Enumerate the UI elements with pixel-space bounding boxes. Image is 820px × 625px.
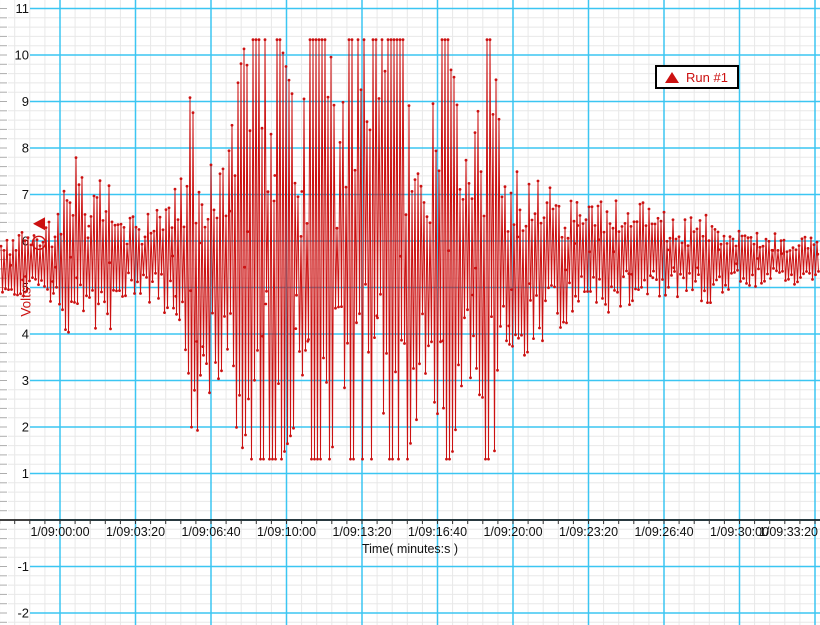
x-tick-label: 1/09:06:40 (181, 525, 240, 539)
legend-label: Run #1 (686, 69, 728, 85)
y-tick-label: 5 (22, 280, 29, 295)
axis-marker-triangle-icon[interactable] (33, 217, 45, 231)
y-tick-labels: -2-11234567891011 (15, 1, 29, 621)
y-tick-label: -1 (17, 559, 29, 574)
legend[interactable]: Run #1 (655, 65, 739, 89)
y-tick-label: 11 (16, 1, 30, 16)
x-tick-label: 1/09:23:20 (559, 525, 618, 539)
x-tick-label: 1/09:03:20 (106, 525, 165, 539)
y-tick-label: 8 (22, 141, 29, 156)
y-tick-label: 7 (22, 187, 29, 202)
y-tick-label: 9 (22, 94, 29, 109)
x-tick-label: 1/09:16:40 (408, 525, 467, 539)
run-triangle-icon (665, 71, 679, 83)
y-tick-label: 4 (22, 327, 29, 342)
x-tick-label: 1/09:13:20 (332, 525, 391, 539)
x-axis-title[interactable]: Time( minutes:s ) (361, 542, 459, 556)
waveform-trace[interactable] (0, 38, 820, 461)
point-highlight-circle (31, 235, 47, 251)
y-tick-label: 2 (22, 420, 29, 435)
x-axis (0, 519, 820, 524)
y-tick-label: 1 (22, 466, 29, 481)
x-tick-label: 1/09:00:00 (30, 525, 89, 539)
x-tick-label: 1/09:10:00 (257, 525, 316, 539)
y-tick-label: 10 (15, 48, 29, 63)
y-tick-label: -2 (17, 606, 29, 621)
x-tick-labels: 1/09:00:00 1/09:03:20 1/09:06:40 1/09:10:00… (30, 525, 818, 539)
y-axis-edge-ticks (0, 8, 7, 623)
x-tick-label: 1/09:33:20 (759, 525, 818, 539)
x-tick-label: 1/09:26:40 (634, 525, 693, 539)
y-tick-label: 3 (22, 373, 29, 388)
x-tick-label: 1/09:30:00 (710, 525, 769, 539)
x-tick-label: 1/09:20:00 (483, 525, 542, 539)
y-axis-title-text: Volts (18, 287, 34, 317)
